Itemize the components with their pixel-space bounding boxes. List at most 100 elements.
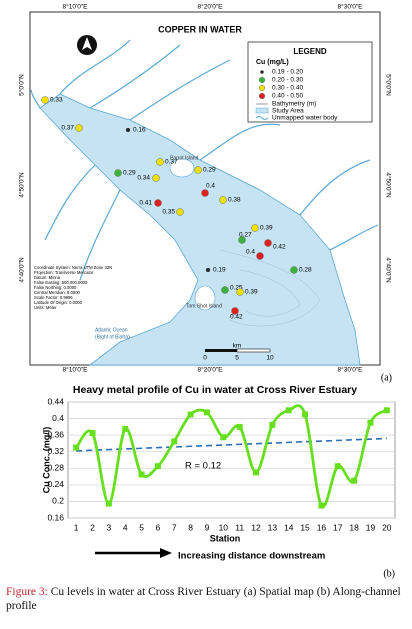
legend-label: 0.30 - 0.40 xyxy=(272,85,303,92)
lat-label: 5°0'0"N xyxy=(384,74,392,96)
x-tick-label: 8 xyxy=(188,522,193,532)
legend-box xyxy=(247,41,373,123)
data-point xyxy=(203,409,210,416)
chart-title: Heavy metal profile of Cu in water at Cr… xyxy=(73,384,357,396)
bathymetry-lines xyxy=(219,249,321,327)
station-dot xyxy=(114,169,122,177)
y-tick-label: 0.16 xyxy=(47,512,64,522)
station-dot xyxy=(251,224,259,232)
map-title: COPPER IN WATER xyxy=(158,24,242,34)
x-tick-label: 4 xyxy=(123,522,128,532)
x-tick-label: 10 xyxy=(219,522,229,532)
plot-area xyxy=(67,401,396,519)
x-tick-label: 1 xyxy=(74,522,79,532)
x-tick-label: 11 xyxy=(235,522,244,532)
map-info: Units: Meter xyxy=(34,305,57,310)
y-tick-label: 0.36 xyxy=(47,429,64,439)
station-label: 0.37 xyxy=(61,125,74,132)
scale-tick: 5 xyxy=(235,355,239,362)
legend-swatch xyxy=(259,76,266,83)
map-info: Coordinate System: Nerra UTM Zone 32N xyxy=(34,265,112,270)
trend-line xyxy=(76,437,387,452)
station-label: 0.29 xyxy=(123,170,136,177)
data-point xyxy=(105,500,112,507)
x-tick-label: 9 xyxy=(205,522,210,532)
station-dot xyxy=(201,189,209,197)
north-arrow-head xyxy=(82,37,92,50)
x-tick-label: 17 xyxy=(333,522,343,532)
x-tick-label: 2 xyxy=(90,522,95,532)
estuary-water xyxy=(39,93,361,366)
island xyxy=(169,158,195,178)
map-info: False Easting: 500,000.0000 xyxy=(34,280,88,285)
x-tick-label: 3 xyxy=(107,522,112,532)
map-info: Projection: Transverse Mercator xyxy=(34,270,94,275)
station-dot xyxy=(256,252,264,260)
data-point xyxy=(383,407,390,414)
x-axis-label: Station xyxy=(210,533,241,543)
station-label: 0.19 xyxy=(213,267,226,274)
station-label: 0.25 xyxy=(230,285,243,292)
x-tick-label: 19 xyxy=(366,522,376,532)
station-label: 0.16 xyxy=(133,127,146,134)
data-point xyxy=(89,430,96,437)
station-dot xyxy=(176,208,184,216)
lon-label: 8°20'0"E xyxy=(198,3,224,11)
lat-label: 4°40'0"N xyxy=(18,257,26,283)
panel-label: (a) xyxy=(381,372,392,383)
place-label: Atlantic Ocean xyxy=(95,327,128,333)
legend-label: 0.20 - 0.30 xyxy=(272,77,303,84)
place-label: Tom Shot Island xyxy=(186,303,222,309)
lat-label: 5°0'0"N xyxy=(18,74,26,96)
station-label: 0.27 xyxy=(239,232,252,239)
annotation: R = 0.12 xyxy=(185,461,221,472)
data-point xyxy=(236,423,243,430)
data-point xyxy=(122,425,129,432)
station-dot xyxy=(194,166,202,174)
place-label: Parrot Island xyxy=(170,155,199,161)
legend-title: LEGEND xyxy=(293,47,327,56)
lon-label: 8°10'0"E xyxy=(63,3,89,11)
y-tick-label: 0.28 xyxy=(47,463,64,473)
legend-label: Study Area xyxy=(272,108,304,115)
station-dot xyxy=(221,286,229,294)
station-dot xyxy=(231,307,239,315)
station-dot xyxy=(238,236,246,244)
data-point xyxy=(73,444,80,451)
legend-label: Unmapped water body xyxy=(272,115,338,122)
island xyxy=(194,285,216,311)
data-point xyxy=(334,463,341,470)
station-label: 0.33 xyxy=(50,97,63,104)
data-point xyxy=(171,438,178,445)
x-tick-label: 16 xyxy=(317,522,327,532)
x-tick-label: 15 xyxy=(300,522,310,532)
scale-bar xyxy=(236,348,271,353)
station-dot xyxy=(154,199,162,207)
data-point xyxy=(285,407,292,414)
data-point xyxy=(269,421,276,428)
scale-unit: km xyxy=(233,343,242,350)
station-label: 0.39 xyxy=(260,225,273,232)
lat-label: 4°50'0"N xyxy=(18,172,26,198)
x-tick-label: 18 xyxy=(349,522,359,532)
station-dot xyxy=(219,196,227,204)
legend-swatch xyxy=(259,84,266,91)
station-dot xyxy=(205,267,211,273)
map-info: Central Meridian: 9.0000 xyxy=(34,290,81,295)
data-point xyxy=(367,419,374,426)
station-label: 0.4 xyxy=(206,183,215,190)
x-tick-label: 13 xyxy=(268,522,278,532)
station-dot xyxy=(264,239,272,247)
legend-subtitle: Cu (mg/L) xyxy=(256,59,289,66)
legend-label: 0.19 - 0.20 xyxy=(272,69,303,76)
place-label: (Bight of Biafra) xyxy=(95,334,130,340)
rivers xyxy=(30,39,379,281)
lat-label: 4°40'0"N xyxy=(384,257,392,283)
data-point xyxy=(138,471,145,478)
map-info: Datum: Minna xyxy=(34,275,61,280)
x-tick-label: 14 xyxy=(284,522,294,532)
direction-arrow-head xyxy=(160,548,172,558)
study-area-swatch xyxy=(255,107,269,114)
data-point xyxy=(154,463,161,470)
data-point xyxy=(253,469,260,476)
